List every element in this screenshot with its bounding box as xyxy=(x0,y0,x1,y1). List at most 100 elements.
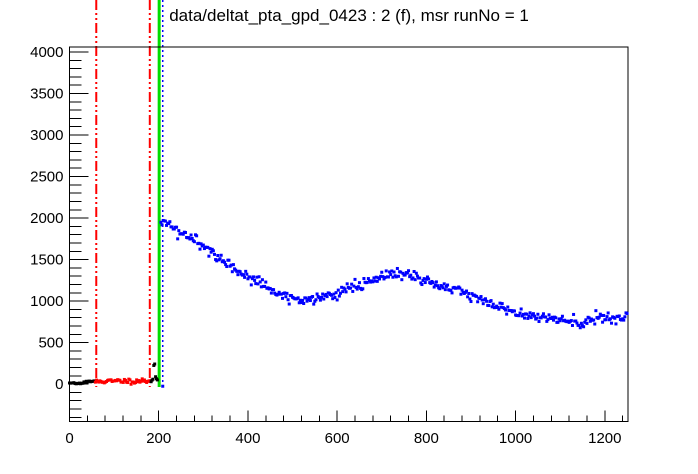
data-point xyxy=(460,288,464,292)
data-point xyxy=(365,280,369,284)
data-point xyxy=(419,281,423,285)
data-point xyxy=(623,315,627,319)
data-point xyxy=(443,288,447,292)
data-point xyxy=(192,240,196,244)
data-point xyxy=(248,275,252,279)
pre-t0-black xyxy=(149,362,159,384)
data-point xyxy=(212,252,216,256)
data-point xyxy=(334,291,338,295)
data-point xyxy=(165,223,169,227)
data-point xyxy=(256,282,260,286)
data-point xyxy=(305,299,309,303)
data-point xyxy=(195,234,199,238)
data-point xyxy=(298,298,302,302)
data-point xyxy=(371,280,375,284)
x-axis-labels: 0 200 400 600 800 1000 1200 xyxy=(65,430,621,447)
data-point xyxy=(322,297,326,301)
data-point xyxy=(585,321,589,325)
data-point xyxy=(485,299,489,303)
data-point xyxy=(244,269,248,273)
y-tick-label: 1000 xyxy=(30,293,63,310)
data-point xyxy=(137,379,141,383)
data-point xyxy=(139,379,143,383)
data-point xyxy=(539,316,543,320)
data-point xyxy=(528,311,532,315)
data-point xyxy=(523,316,527,320)
data-point xyxy=(317,296,321,300)
y-tick-label: 500 xyxy=(38,335,63,352)
data-point xyxy=(500,302,504,306)
data-point xyxy=(307,296,311,300)
x-tick-label: 200 xyxy=(146,430,171,447)
data-point xyxy=(381,275,385,279)
data-point xyxy=(533,314,537,318)
data-point xyxy=(465,289,469,293)
data-point xyxy=(224,263,228,267)
data-point xyxy=(189,233,193,237)
x-tick-label: 600 xyxy=(325,430,350,447)
decay-histogram-blue xyxy=(159,218,629,330)
data-point xyxy=(331,297,335,301)
y-tick-label: 3500 xyxy=(30,86,63,103)
marker-lines xyxy=(95,0,164,387)
data-point xyxy=(335,298,339,302)
data-point xyxy=(353,277,357,281)
data-point xyxy=(159,220,163,224)
data-point xyxy=(420,283,424,287)
data-point xyxy=(311,295,315,299)
data-point xyxy=(552,318,556,322)
data-point xyxy=(409,273,413,277)
y-tick-label: 1500 xyxy=(30,252,63,269)
data-point xyxy=(372,276,376,280)
data-point xyxy=(418,276,422,280)
data-point xyxy=(593,322,597,326)
data-point xyxy=(272,288,276,292)
data-point xyxy=(423,281,427,285)
data-point xyxy=(149,380,153,384)
data-point xyxy=(405,271,409,275)
data-point xyxy=(356,285,360,289)
data-point xyxy=(219,253,223,257)
data-point xyxy=(525,312,529,316)
data-point xyxy=(286,298,290,302)
data-point xyxy=(517,314,521,318)
data-point xyxy=(181,232,185,236)
data-point xyxy=(167,222,171,226)
data-point xyxy=(259,285,263,289)
data-point xyxy=(235,269,239,273)
data-point xyxy=(183,231,187,235)
data-point xyxy=(380,270,384,274)
data-point xyxy=(467,291,471,295)
data-point xyxy=(446,283,450,287)
data-point xyxy=(468,297,472,301)
data-point xyxy=(572,312,576,316)
data-point xyxy=(198,247,202,251)
data-point xyxy=(246,277,250,281)
data-point xyxy=(421,278,425,282)
data-point xyxy=(490,305,494,309)
data-point xyxy=(466,295,470,299)
data-point xyxy=(338,291,342,295)
data-point xyxy=(487,304,491,308)
data-point xyxy=(476,300,480,304)
data-point xyxy=(168,220,172,224)
data-point xyxy=(622,318,626,322)
y-tick-label: 0 xyxy=(55,376,63,393)
data-point xyxy=(599,313,603,317)
data-point xyxy=(299,301,303,305)
data-point xyxy=(613,316,617,320)
data-point xyxy=(206,245,210,249)
data-point xyxy=(255,275,259,279)
data-point xyxy=(588,319,592,323)
data-point xyxy=(559,317,563,321)
data-point xyxy=(592,318,596,322)
x-tick-label: 1200 xyxy=(588,430,621,447)
data-point xyxy=(190,236,194,240)
data-point xyxy=(480,298,484,302)
data-series xyxy=(68,218,629,388)
data-point xyxy=(296,296,300,300)
data-point xyxy=(531,312,535,316)
data-point xyxy=(126,381,130,385)
y-tick-label: 2000 xyxy=(30,210,63,227)
first-good-bin-point xyxy=(161,384,165,388)
